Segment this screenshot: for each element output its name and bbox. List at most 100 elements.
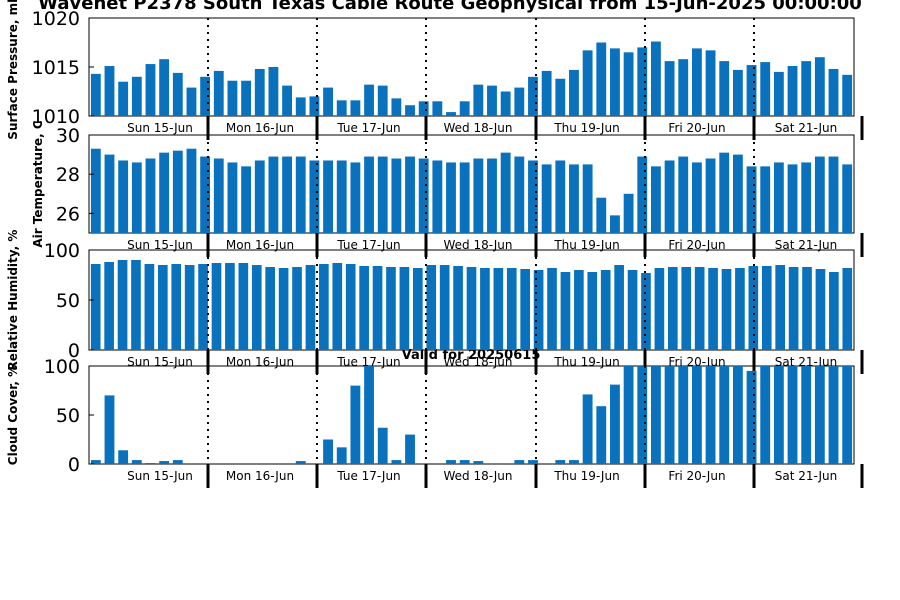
data-bar: [345, 264, 356, 350]
data-bar: [828, 366, 839, 464]
x-day-label: Mon 16-Jun: [226, 355, 294, 369]
y-tick-label: 100: [44, 356, 80, 378]
data-bar: [828, 156, 839, 233]
x-day-label: Fri 20-Jun: [668, 121, 725, 135]
data-bar: [446, 460, 456, 464]
data-bar: [364, 156, 374, 233]
data-bar: [664, 160, 675, 233]
data-bar: [760, 166, 771, 233]
data-bar: [473, 158, 484, 233]
data-bar: [412, 268, 423, 350]
data-bar: [377, 156, 388, 233]
data-bar: [159, 59, 170, 116]
data-bar: [118, 160, 129, 233]
x-day-label: Wed 18-Jun: [444, 469, 513, 483]
data-bar: [473, 461, 484, 464]
data-bar: [691, 162, 702, 233]
data-bar: [842, 268, 853, 350]
data-bar: [453, 266, 463, 350]
data-bar: [265, 267, 276, 350]
data-bar: [582, 394, 593, 464]
data-bar: [708, 268, 718, 350]
data-bar: [157, 265, 168, 350]
data-bar: [667, 267, 678, 350]
data-bar: [719, 366, 730, 464]
x-day-label: Tue 17-Jun: [336, 469, 400, 483]
data-bar: [842, 366, 853, 464]
chart-panel-1: 1010 1015 1020 Sun 15-Jun Mon 16-Jun Tue 17-J…: [6, 0, 864, 140]
data-bar: [295, 97, 306, 116]
data-bar: [678, 59, 689, 116]
data-bar: [493, 268, 504, 350]
data-bar: [104, 154, 115, 233]
data-bar: [787, 164, 798, 233]
data-bar: [278, 268, 289, 350]
data-bar: [773, 162, 784, 233]
data-bar: [104, 262, 114, 350]
data-bar: [788, 267, 799, 350]
data-bar: [90, 264, 101, 350]
data-bar: [90, 73, 101, 116]
data-bar: [761, 266, 772, 350]
data-bar: [446, 162, 456, 233]
data-bar: [487, 85, 497, 116]
data-bar: [760, 62, 771, 116]
data-bar: [446, 112, 456, 116]
data-bar: [719, 61, 730, 116]
data-bar: [801, 162, 812, 233]
plot-area-frame: [88, 134, 855, 234]
data-bar: [681, 267, 692, 350]
data-bar: [555, 460, 566, 464]
data-bar: [309, 96, 320, 116]
data-bar: [801, 61, 812, 116]
data-bar: [842, 74, 853, 116]
data-bar: [200, 156, 211, 233]
x-day-label: Tue 17-Jun: [336, 121, 400, 135]
y-tick-label: 30: [56, 125, 80, 147]
data-bar: [500, 152, 511, 233]
data-bar: [211, 263, 222, 350]
data-bar: [691, 48, 702, 116]
data-bar: [145, 463, 156, 464]
data-bar: [719, 152, 730, 233]
data-bar: [691, 366, 702, 464]
x-day-label: Sat 21-Jun: [775, 238, 838, 252]
data-bar: [227, 80, 238, 116]
data-bar: [610, 215, 620, 233]
data-bar: [547, 268, 557, 350]
data-bar: [350, 100, 361, 116]
x-day-label: Tue 17-Jun: [336, 238, 400, 252]
y-tick-label: 0: [68, 340, 80, 362]
data-bar: [574, 270, 584, 350]
data-bar: [432, 101, 443, 116]
data-bar: [377, 427, 388, 464]
data-bar: [815, 269, 826, 350]
data-bar: [520, 269, 531, 350]
data-bar: [186, 148, 197, 233]
x-day-label: Sat 21-Jun: [775, 121, 838, 135]
data-bar: [213, 70, 224, 116]
data-bar: [104, 66, 115, 116]
data-bar: [131, 460, 142, 464]
data-bar: [399, 267, 410, 350]
data-bar: [405, 156, 415, 233]
y-tick-label: 26: [56, 203, 80, 225]
y-tick-label: 50: [56, 405, 80, 427]
chart-panel-2: 26 28 30 Sun 15-Jun Mon 16-Jun Tue 17-Jun Wed …: [31, 120, 864, 257]
data-bar: [145, 64, 156, 116]
y-tick-label: 0: [68, 454, 80, 476]
data-bar: [268, 156, 279, 233]
data-bar: [251, 265, 262, 350]
data-bar: [528, 460, 538, 464]
data-bar: [309, 160, 320, 233]
x-day-label: Thu 19-Jun: [553, 355, 619, 369]
data-bar: [104, 395, 115, 464]
y-axis-label: Cloud Cover, %: [6, 365, 20, 465]
x-day-label: Thu 19-Jun: [553, 238, 619, 252]
data-bar: [651, 41, 661, 116]
data-bar: [466, 267, 477, 350]
data-bar: [405, 434, 415, 464]
data-bar: [514, 156, 525, 233]
data-bar: [198, 264, 208, 350]
x-day-label: Wed 18-Jun: [444, 355, 513, 369]
